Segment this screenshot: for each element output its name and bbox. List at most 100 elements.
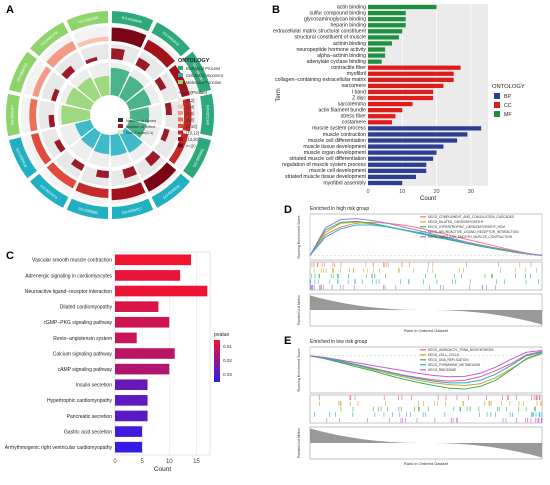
bar-legend-label: Number of Select — [126, 125, 156, 129]
gene-count-bar — [111, 182, 146, 201]
go-term-label: GO:0006936 — [121, 16, 142, 24]
select-ring-background — [135, 51, 165, 80]
term-label: muscle organ development — [304, 150, 367, 156]
pathway-bar — [115, 254, 191, 266]
x-tick-label: 10 — [166, 459, 173, 465]
pathway-label: Adrenergic signaling in cardiomyocytes — [25, 273, 112, 279]
term-bar — [368, 59, 382, 64]
pathway-bar — [115, 441, 143, 453]
pathway-bar — [115, 426, 143, 437]
legend-swatch — [494, 93, 500, 99]
term-label: adenylate cyclase binding — [307, 59, 367, 65]
term-bar — [368, 53, 386, 58]
bar-legend-label: Number of Genes — [126, 119, 156, 123]
go-term-segment — [183, 51, 211, 93]
bar-legend-swatch — [118, 130, 123, 134]
term-label: muscle cell differentiation — [308, 138, 366, 144]
bar-legend-swatch — [118, 124, 123, 128]
term-bar — [368, 108, 403, 113]
ontology-legend-label: Biological Process — [186, 66, 220, 71]
kegg-bar-chart: 0 5 10 15 Vascular smooth muscle contraction… — [5, 251, 232, 473]
scale-legend-swatch — [178, 143, 183, 148]
term-bar — [368, 162, 427, 167]
term-label: extracellular matrix structural constitu… — [273, 29, 366, 35]
scale-legend-swatch — [178, 117, 183, 122]
select-count-bar — [70, 158, 85, 171]
pathway-label: Insulin secretion — [76, 383, 112, 389]
ontology-legend-swatch — [178, 80, 183, 84]
term-label: actin binding — [337, 4, 366, 10]
pathway-label: Pancreatic secretion — [67, 414, 113, 420]
rich-factor-bar — [110, 133, 127, 156]
term-bar — [368, 180, 403, 186]
legend-label: KEGG_COMPLEMENT_AND_COAGULATION_CASCADES — [428, 215, 514, 219]
pathway-bar — [115, 363, 170, 375]
legend-label: KEGG_VASCULAR_SMOOTH_MUSCLE_CONTRACTION — [428, 235, 513, 239]
enrichment-line — [309, 218, 543, 256]
term-bar — [368, 17, 406, 22]
term-label: muscle tissue development — [303, 144, 366, 150]
term-label: muscle cell development — [309, 168, 366, 174]
panel-a-letter: A — [6, 4, 14, 16]
go-term-label: GO:0008307 — [11, 105, 15, 126]
legend-label: KEGG_DNA_REPLICATION — [428, 358, 469, 362]
term-bar — [368, 35, 399, 40]
rich-factor-bar — [119, 75, 144, 103]
select-count-bar — [48, 115, 56, 128]
pathway-label: cGMP−PKG signaling pathway — [43, 320, 112, 326]
term-label: sarcolemma — [338, 101, 366, 107]
go-term-segment — [111, 11, 154, 32]
term-bar — [368, 114, 396, 119]
panel-e: E Enriched in low risk group KEGG_AMINOAC… — [270, 333, 550, 483]
term-bar — [368, 65, 461, 70]
ontology-legend-title: ONTOLOGY — [178, 58, 210, 64]
ontology-legend-label: Molecular Function — [186, 80, 222, 85]
term-bar — [368, 77, 454, 82]
pathway-label: Gastric acid secretion — [64, 429, 112, 435]
select-count-bar — [144, 150, 161, 167]
scale-legend-swatch — [178, 130, 183, 135]
hit-plot-area — [309, 261, 543, 291]
y-axis-title: Term — [276, 88, 282, 101]
legend-label: KEGG_CELL_CYCLE — [428, 353, 459, 357]
pathway-label: Vascular smooth muscle contraction — [32, 258, 112, 264]
legend-label: KEGG_PYRIMIDINE_METABOLISM — [428, 363, 480, 367]
select-count-bar — [85, 56, 98, 65]
pathway-bar — [115, 395, 148, 406]
term-label: striated muscle tissue development — [285, 174, 367, 180]
circular-go-plot: GO:0006936GO:0003012GO:0061061GO:0051146… — [5, 11, 224, 219]
x-tick-label: 30 — [468, 189, 474, 195]
term-label: costamere — [342, 120, 366, 126]
select-ring-background — [41, 71, 66, 102]
scale-legend-label: (10,12] — [186, 131, 199, 136]
x-axis-title: Rank in Ordered Dataset — [404, 461, 449, 466]
select-count-bar — [122, 165, 138, 179]
scale-legend-swatch — [178, 104, 183, 109]
legend-label: KEGG_NEUROACTIVE_LIGAND_RECEPTOR_INTERAC… — [428, 230, 519, 234]
legend-label: BP — [504, 94, 511, 100]
legend-label: KEGG_AMINOACYL_TRNA_BIOSYNTHESIS — [428, 348, 494, 352]
select-ring-background — [80, 44, 109, 65]
scale-legend-label: (0,2] — [186, 98, 194, 103]
legend-label: CC — [504, 103, 512, 109]
term-bar — [368, 156, 434, 161]
term-label: heparin binding — [331, 23, 367, 29]
term-label: muscle contraction — [323, 132, 366, 138]
gene-count-bar — [143, 162, 177, 192]
go-term-label: GO:0051146 — [206, 105, 210, 125]
panel-c: C 0 5 10 15 Vascular smooth muscle contracti… — [0, 230, 270, 485]
legend-swatch — [494, 111, 500, 117]
enrichment-line — [309, 351, 543, 384]
term-label: collagen−containing extracellular matrix — [275, 77, 366, 83]
select-count-bar — [164, 102, 172, 115]
go-term-label: GO:0005865 — [78, 207, 99, 215]
legend-label: MF — [504, 112, 512, 118]
select-count-bar — [54, 139, 66, 153]
x-tick-label: 15 — [193, 459, 200, 465]
ontology-legend-swatch — [178, 73, 183, 77]
term-label: actinin binding — [333, 41, 366, 47]
plot-title: Enriched in low risk group — [310, 339, 367, 345]
x-tick-label: 0 — [366, 189, 369, 195]
term-label: alpha−actinin binding — [317, 53, 366, 59]
